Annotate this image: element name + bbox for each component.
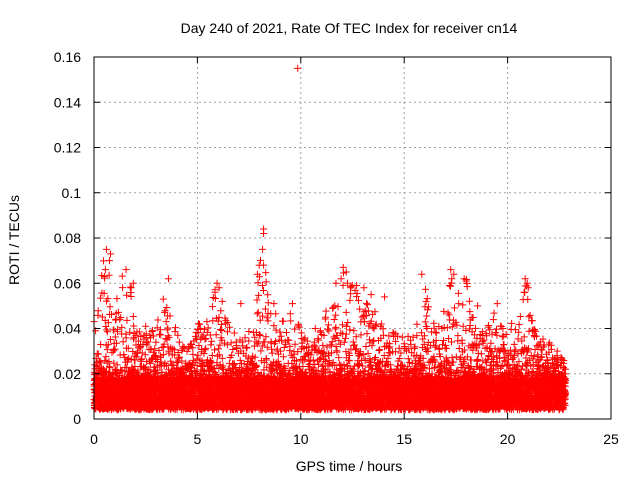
data-point — [126, 328, 134, 336]
data-point — [106, 303, 114, 311]
data-point — [119, 284, 127, 292]
data-point — [106, 364, 114, 372]
data-point — [96, 294, 104, 302]
data-point — [105, 271, 113, 279]
data-point — [127, 355, 135, 363]
data-point — [110, 359, 118, 367]
data-point — [111, 316, 119, 324]
data-point — [96, 357, 104, 365]
data-point — [127, 293, 135, 301]
data-point — [105, 363, 113, 371]
data-point — [113, 361, 121, 369]
data-point — [124, 344, 132, 352]
data-point — [123, 291, 131, 299]
data-point — [97, 359, 105, 367]
data-point — [103, 326, 111, 334]
data-point — [113, 328, 121, 336]
data-point — [111, 345, 119, 353]
data-point — [122, 334, 130, 342]
data-point — [104, 295, 112, 303]
data-point — [100, 289, 108, 297]
data-point — [108, 311, 116, 319]
data-point — [114, 308, 122, 316]
data-point — [118, 272, 126, 280]
data-point — [103, 328, 111, 336]
data-point — [113, 295, 121, 303]
data-point — [118, 323, 126, 331]
data-point — [105, 369, 113, 377]
data-point — [106, 336, 114, 344]
data-point — [103, 346, 111, 354]
data-point — [119, 338, 127, 346]
data-point — [102, 353, 110, 361]
data-points — [90, 64, 570, 414]
data-point — [123, 316, 131, 324]
data-point — [113, 339, 121, 347]
data-point — [94, 307, 102, 315]
data-point — [104, 319, 112, 327]
data-point — [94, 350, 102, 358]
data-point — [111, 333, 119, 341]
data-point — [97, 340, 105, 348]
data-point — [110, 347, 118, 355]
data-point — [102, 322, 110, 330]
data-point — [104, 341, 112, 349]
data-point — [103, 359, 111, 367]
data-point — [117, 313, 125, 321]
data-point — [100, 257, 108, 265]
data-point — [124, 358, 132, 366]
